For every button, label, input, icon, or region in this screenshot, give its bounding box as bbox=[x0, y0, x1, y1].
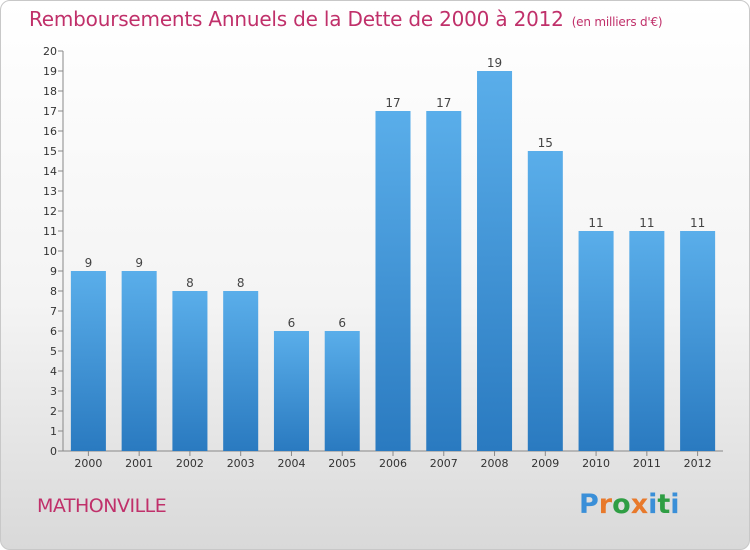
proxiti-logo: Proxiti bbox=[579, 489, 680, 520]
data-label-2010: 11 bbox=[588, 216, 603, 230]
y-tick-label: 1 bbox=[50, 425, 57, 438]
data-label-2000: 9 bbox=[85, 256, 93, 270]
bar-2009 bbox=[527, 151, 563, 451]
bar-2012 bbox=[680, 231, 716, 451]
bar-2008 bbox=[477, 71, 513, 451]
bar-2004 bbox=[273, 331, 309, 451]
y-tick-label: 4 bbox=[50, 365, 57, 378]
data-label-2011: 11 bbox=[639, 216, 654, 230]
y-tick-label: 9 bbox=[50, 265, 57, 278]
y-tick-label: 3 bbox=[50, 385, 57, 398]
bar-2006 bbox=[375, 111, 411, 451]
data-label-2008: 19 bbox=[487, 56, 502, 70]
data-label-2001: 9 bbox=[135, 256, 143, 270]
bar-2002 bbox=[172, 291, 208, 451]
logo-letter: i bbox=[670, 489, 680, 520]
y-tick-label: 18 bbox=[43, 85, 57, 98]
logo-letter: r bbox=[598, 489, 613, 520]
commune-name: MATHONVILLE bbox=[37, 495, 167, 517]
x-tick-label: 2008 bbox=[481, 457, 509, 470]
y-tick-label: 12 bbox=[43, 205, 57, 218]
data-label-2005: 6 bbox=[338, 316, 346, 330]
x-tick-label: 2005 bbox=[328, 457, 356, 470]
y-tick-label: 7 bbox=[50, 305, 57, 318]
logo-letter: o bbox=[612, 489, 631, 520]
x-tick-label: 2009 bbox=[531, 457, 559, 470]
bar-2003 bbox=[223, 291, 259, 451]
logo-letter: i bbox=[648, 489, 658, 520]
y-tick-label: 6 bbox=[50, 325, 57, 338]
data-label-2012: 11 bbox=[690, 216, 705, 230]
x-tick-label: 2003 bbox=[227, 457, 255, 470]
x-tick-label: 2006 bbox=[379, 457, 407, 470]
x-tick-label: 2002 bbox=[176, 457, 204, 470]
data-label-2009: 15 bbox=[538, 136, 553, 150]
bar-2010 bbox=[578, 231, 614, 451]
x-tick-label: 2007 bbox=[430, 457, 458, 470]
y-tick-label: 10 bbox=[43, 245, 57, 258]
bars bbox=[70, 71, 716, 451]
data-label-2004: 6 bbox=[288, 316, 296, 330]
bar-2000 bbox=[70, 271, 106, 451]
logo-letter: P bbox=[579, 489, 599, 520]
y-tick-label: 13 bbox=[43, 185, 57, 198]
chart-title: Remboursements Annuels de la Dette de 20… bbox=[29, 7, 663, 31]
data-label-2003: 8 bbox=[237, 276, 245, 290]
y-tick-label: 16 bbox=[43, 125, 57, 138]
y-tick-label: 8 bbox=[50, 285, 57, 298]
y-tick-label: 15 bbox=[43, 145, 57, 158]
x-tick-label: 2001 bbox=[125, 457, 153, 470]
y-tick-label: 20 bbox=[43, 45, 57, 58]
data-labels: 9 9 8 8 6 6 17 17 19 15 11 11 11 bbox=[85, 56, 706, 330]
y-tick-label: 5 bbox=[50, 345, 57, 358]
logo-letter: x bbox=[630, 489, 649, 520]
x-tick-label: 2000 bbox=[74, 457, 102, 470]
x-tick-label: 2012 bbox=[684, 457, 712, 470]
chart-subtitle: (en milliers d'€) bbox=[571, 15, 663, 29]
bar-2005 bbox=[324, 331, 360, 451]
x-tick-label: 2010 bbox=[582, 457, 610, 470]
y-tick-label: 11 bbox=[43, 225, 57, 238]
y-tick-label: 2 bbox=[50, 405, 57, 418]
x-tick-label: 2011 bbox=[633, 457, 661, 470]
data-label-2006: 17 bbox=[385, 96, 400, 110]
data-label-2002: 8 bbox=[186, 276, 194, 290]
bar-2011 bbox=[629, 231, 665, 451]
logo-letter: t bbox=[657, 489, 671, 520]
y-tick-label: 14 bbox=[43, 165, 57, 178]
bar-2001 bbox=[121, 271, 157, 451]
data-label-2007: 17 bbox=[436, 96, 451, 110]
y-tick-label: 0 bbox=[50, 445, 57, 458]
chart-title-text: Remboursements Annuels de la Dette de 20… bbox=[29, 7, 564, 31]
x-tick-label: 2004 bbox=[277, 457, 305, 470]
y-tick-label: 17 bbox=[43, 105, 57, 118]
bar-2007 bbox=[426, 111, 462, 451]
y-tick-label: 19 bbox=[43, 65, 57, 78]
